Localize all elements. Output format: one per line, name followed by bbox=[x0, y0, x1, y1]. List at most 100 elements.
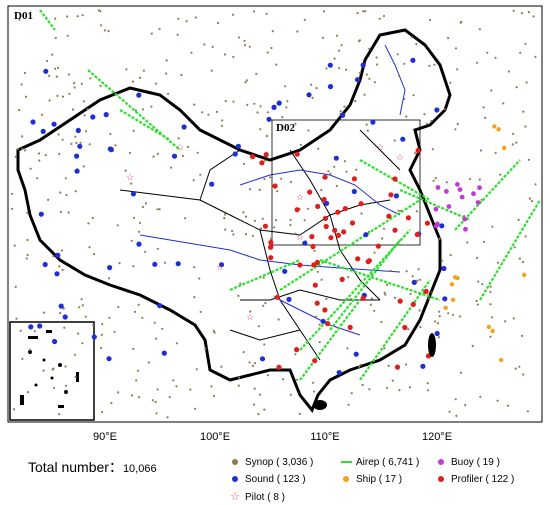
synop-point bbox=[54, 36, 57, 40]
synop-point bbox=[91, 216, 94, 220]
profiler-station bbox=[351, 176, 357, 182]
synop-point bbox=[263, 343, 266, 346]
sound-station bbox=[410, 57, 416, 63]
sound-station bbox=[90, 114, 96, 120]
synop-point bbox=[368, 388, 371, 391]
synop-point bbox=[193, 103, 196, 106]
synop-point bbox=[232, 233, 235, 236]
synop-point bbox=[415, 43, 418, 46]
buoy-observations bbox=[433, 182, 482, 232]
synop-point bbox=[44, 154, 47, 157]
sound-station bbox=[28, 324, 34, 330]
synop-point bbox=[373, 309, 376, 312]
synop-point bbox=[418, 309, 421, 312]
synop-point bbox=[266, 111, 270, 114]
synop-point bbox=[311, 96, 314, 99]
profiler-station bbox=[268, 255, 274, 261]
synop-point bbox=[11, 207, 14, 210]
synop-point bbox=[433, 63, 436, 66]
synop-point bbox=[113, 330, 116, 333]
synop-point bbox=[55, 75, 59, 78]
synop-point bbox=[86, 108, 89, 111]
synop-point bbox=[385, 386, 388, 389]
synop-point bbox=[21, 357, 24, 360]
synop-point bbox=[210, 385, 213, 388]
legend-ship-label: Ship ( 17 ) bbox=[356, 474, 403, 485]
profiler-station bbox=[263, 152, 269, 158]
synop-point bbox=[327, 170, 330, 173]
sound-station bbox=[271, 104, 277, 110]
pilot-station: ☆ bbox=[396, 152, 404, 162]
synop-point bbox=[38, 159, 41, 162]
synop-point bbox=[282, 378, 285, 381]
synop-point bbox=[340, 44, 343, 47]
pilot-station: ☆ bbox=[376, 142, 384, 152]
buoy-station bbox=[455, 182, 460, 187]
synop-point bbox=[150, 105, 153, 108]
synop-point bbox=[257, 325, 260, 328]
legend-sound-label: Sound ( 123 ) bbox=[245, 474, 306, 485]
synop-point bbox=[259, 227, 262, 230]
synop-point bbox=[391, 379, 394, 382]
synop-point bbox=[476, 256, 479, 259]
synop-point bbox=[58, 265, 61, 268]
synop-point bbox=[262, 304, 265, 307]
sound-station bbox=[171, 153, 178, 159]
pilot-observations: ☆ ☆ ☆ ☆ ☆ ☆ ☆ ☆ bbox=[126, 142, 404, 322]
synop-point bbox=[266, 51, 269, 54]
synop-point bbox=[318, 341, 321, 344]
sound-station bbox=[136, 241, 142, 247]
profiler-station bbox=[268, 244, 274, 250]
buoy-station bbox=[446, 204, 452, 209]
synop-point bbox=[276, 190, 279, 193]
profiler-station bbox=[392, 227, 398, 233]
synop-point bbox=[271, 30, 274, 33]
synop-point bbox=[80, 82, 83, 85]
profiler-station bbox=[358, 201, 364, 207]
synop-point bbox=[100, 333, 103, 336]
synop-point bbox=[154, 82, 157, 85]
synop-point bbox=[431, 148, 434, 151]
synop-point bbox=[310, 83, 313, 86]
synop-point bbox=[333, 57, 336, 60]
synop-point bbox=[64, 384, 68, 387]
synop-point bbox=[491, 316, 494, 319]
synop-point bbox=[445, 181, 448, 184]
synop-point bbox=[369, 303, 372, 306]
synop-point bbox=[71, 108, 75, 111]
synop-point bbox=[213, 331, 216, 334]
province-borders bbox=[119, 129, 401, 361]
airep-track bbox=[299, 299, 361, 381]
synop-point bbox=[313, 249, 316, 252]
synop-point bbox=[405, 270, 408, 273]
profiler-station bbox=[355, 256, 361, 262]
synop-point bbox=[215, 110, 218, 113]
synop-point bbox=[21, 147, 24, 150]
airep-track bbox=[39, 9, 56, 31]
synop-point bbox=[163, 261, 167, 264]
sound-station bbox=[441, 265, 447, 272]
synop-point bbox=[237, 294, 240, 297]
synop-point bbox=[259, 105, 262, 108]
profiler-station bbox=[342, 206, 348, 212]
synop-point bbox=[306, 207, 309, 210]
synop-point bbox=[483, 240, 486, 243]
lon-tick-110: 110°E bbox=[310, 431, 340, 443]
synop-point bbox=[99, 10, 102, 13]
synop-point bbox=[26, 238, 29, 242]
synop-point bbox=[66, 34, 69, 37]
synop-point bbox=[520, 334, 524, 337]
synop-point bbox=[534, 183, 537, 186]
synop-point bbox=[33, 330, 36, 333]
synop-point bbox=[144, 202, 147, 205]
synop-point bbox=[253, 102, 256, 105]
synop-point bbox=[275, 63, 278, 66]
synop-point bbox=[335, 184, 338, 188]
synop-point bbox=[417, 268, 420, 271]
synop-point bbox=[243, 44, 247, 47]
synop-point bbox=[512, 317, 515, 320]
synop-point bbox=[479, 149, 483, 152]
synop-point bbox=[294, 122, 297, 125]
synop-point bbox=[252, 403, 256, 406]
synop-observations bbox=[10, 9, 537, 419]
